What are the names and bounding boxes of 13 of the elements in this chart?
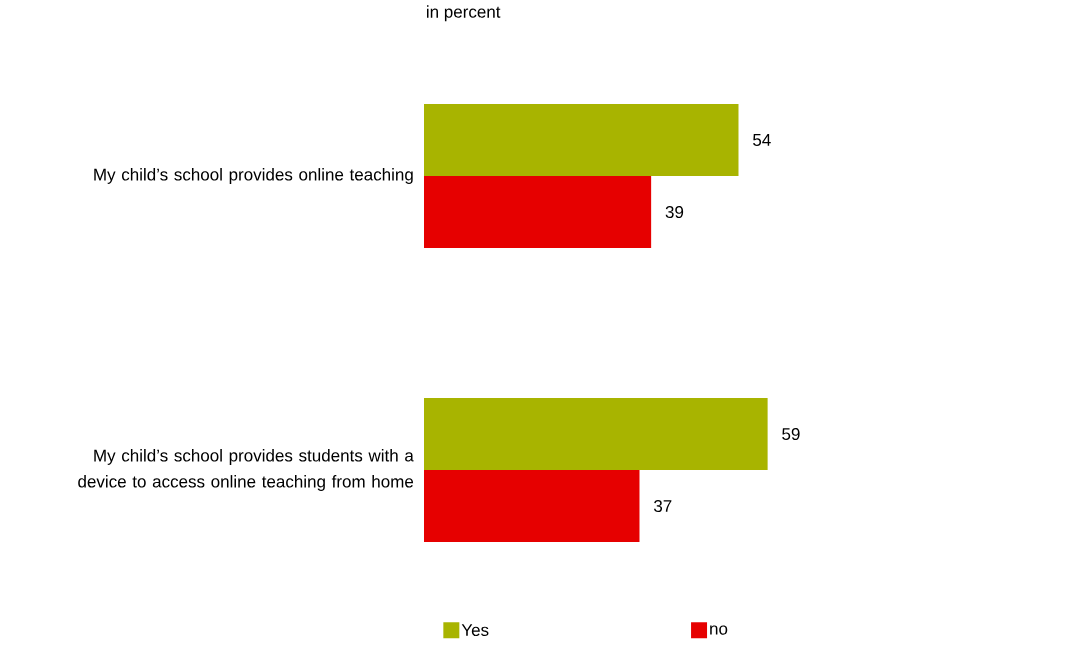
bar (424, 104, 739, 176)
chart-subtitle: in percent (427, 5, 501, 22)
data-label: 37 (654, 499, 672, 513)
y-tick-label: My child’s school provides online teaching (94, 168, 413, 184)
bar (424, 470, 640, 543)
legend-label: no (710, 625, 728, 635)
data-label: 39 (665, 205, 684, 219)
bar (424, 176, 652, 248)
y-tick-label: My child’s school provides students with a device to access online teaching from home (78, 449, 414, 491)
data-label: 54 (753, 134, 771, 146)
legend-label: Yes (461, 624, 489, 636)
data-label: 59 (782, 427, 800, 441)
bar (424, 398, 768, 470)
